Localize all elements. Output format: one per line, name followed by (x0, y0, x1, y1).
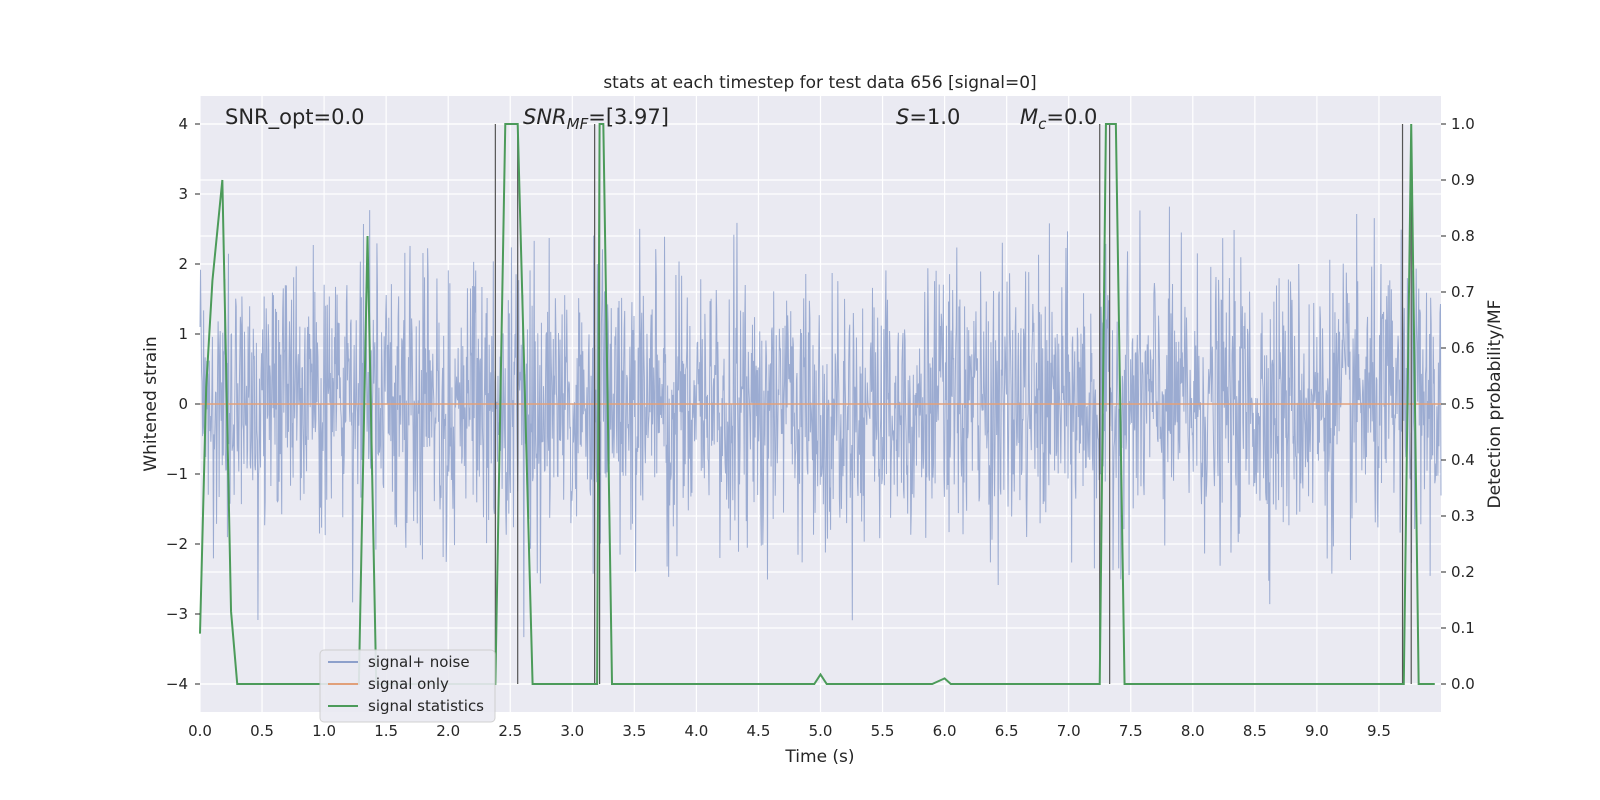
ticks: 0.0 0.5 1.0 1.5 2.0 2.5 3.0 3.5 4.0 4.5 5.0 5.5 6.0 6… (166, 115, 1475, 740)
x-tick-label: 9.0 (1305, 722, 1329, 740)
x-tick-label: 1.5 (374, 722, 398, 740)
y-right-tick-label: 0.8 (1451, 227, 1475, 245)
legend-box (319, 649, 496, 723)
s-value: =1.0 (909, 105, 960, 129)
legend: signal+ noise signal only signal statist… (319, 649, 496, 723)
x-tick-label: 0.5 (250, 722, 274, 740)
y-axis-label: Whitened strain (141, 336, 161, 471)
mc-value: =0.0 (1046, 105, 1097, 129)
y-right-tick-label: 1.0 (1451, 115, 1475, 133)
x-tick-label: 0.0 (188, 722, 212, 740)
x-tick-label: 6.0 (933, 722, 957, 740)
x-tick-label: 7.0 (1057, 722, 1081, 740)
vertical-markers (494, 124, 1412, 684)
x-tick-label: 8.5 (1243, 722, 1267, 740)
mc-annotation: Mc=0.0 (1020, 105, 1097, 133)
signal-noise-line (199, 206, 1442, 638)
x-tick-label: 3.0 (560, 722, 584, 740)
signal-statistics-series (199, 123, 1435, 685)
x-tick-label: 2.0 (436, 722, 460, 740)
y-right-tick-label: 0.1 (1451, 619, 1475, 637)
y-tick-label: −4 (166, 675, 188, 693)
x-tick-label: 1.0 (312, 722, 336, 740)
mc-main: M (1020, 105, 1038, 129)
y-tick-label: 4 (178, 115, 188, 133)
y-tick-label: 3 (178, 185, 188, 203)
legend-label-signal-only: signal only (368, 675, 449, 693)
signal-statistics-line (199, 123, 1435, 685)
y-right-tick-label: 0.5 (1451, 395, 1475, 413)
y-right-tick-label: 0.7 (1451, 283, 1475, 301)
y-right-tick-label: 0.3 (1451, 507, 1475, 525)
s-main: S (896, 105, 909, 129)
x-tick-label: 3.5 (622, 722, 646, 740)
y-axis-right-label: Detection probability/MF (1485, 300, 1505, 509)
y-right-tick-label: 0.4 (1451, 451, 1475, 469)
legend-label-signal-noise: signal+ noise (368, 653, 470, 671)
y-right-tick-label: 0.0 (1451, 675, 1475, 693)
x-tick-label: 4.5 (747, 722, 771, 740)
x-tick-label: 6.5 (995, 722, 1019, 740)
y-tick-label: −3 (166, 605, 188, 623)
snr-mf-subscript: MF (567, 115, 589, 133)
snr-mf-value: =[3.97] (588, 105, 669, 129)
y-right-tick-label: 0.9 (1451, 171, 1475, 189)
x-tick-label: 8.0 (1181, 722, 1205, 740)
s-annotation: S=1.0 (896, 105, 960, 129)
mc-subscript: c (1038, 115, 1047, 133)
x-tick-label: 9.5 (1367, 722, 1391, 740)
y-right-tick-label: 0.2 (1451, 563, 1475, 581)
y-tick-label: −2 (166, 535, 188, 553)
y-right-tick-label: 0.6 (1451, 339, 1475, 357)
snr-mf-annotation: SNRMF=[3.97] (523, 105, 669, 133)
y-tick-label: 0 (178, 395, 188, 413)
x-tick-label: 5.5 (871, 722, 895, 740)
signal-noise-series (199, 206, 1442, 638)
x-axis-label: Time (s) (784, 747, 854, 767)
chart-title: stats at each timestep for test data 656… (603, 73, 1036, 93)
x-tick-label: 4.0 (684, 722, 708, 740)
y-tick-label: −1 (166, 465, 188, 483)
snr-opt-annotation: SNR_opt=0.0 (225, 105, 365, 130)
y-tick-label: 1 (178, 325, 188, 343)
x-tick-label: 5.0 (809, 722, 833, 740)
legend-label-signal-statistics: signal statistics (368, 697, 484, 715)
x-tick-label: 2.5 (498, 722, 522, 740)
snr-mf-main: SNR (523, 105, 567, 129)
x-tick-label: 7.5 (1119, 722, 1143, 740)
y-tick-label: 2 (178, 255, 188, 273)
